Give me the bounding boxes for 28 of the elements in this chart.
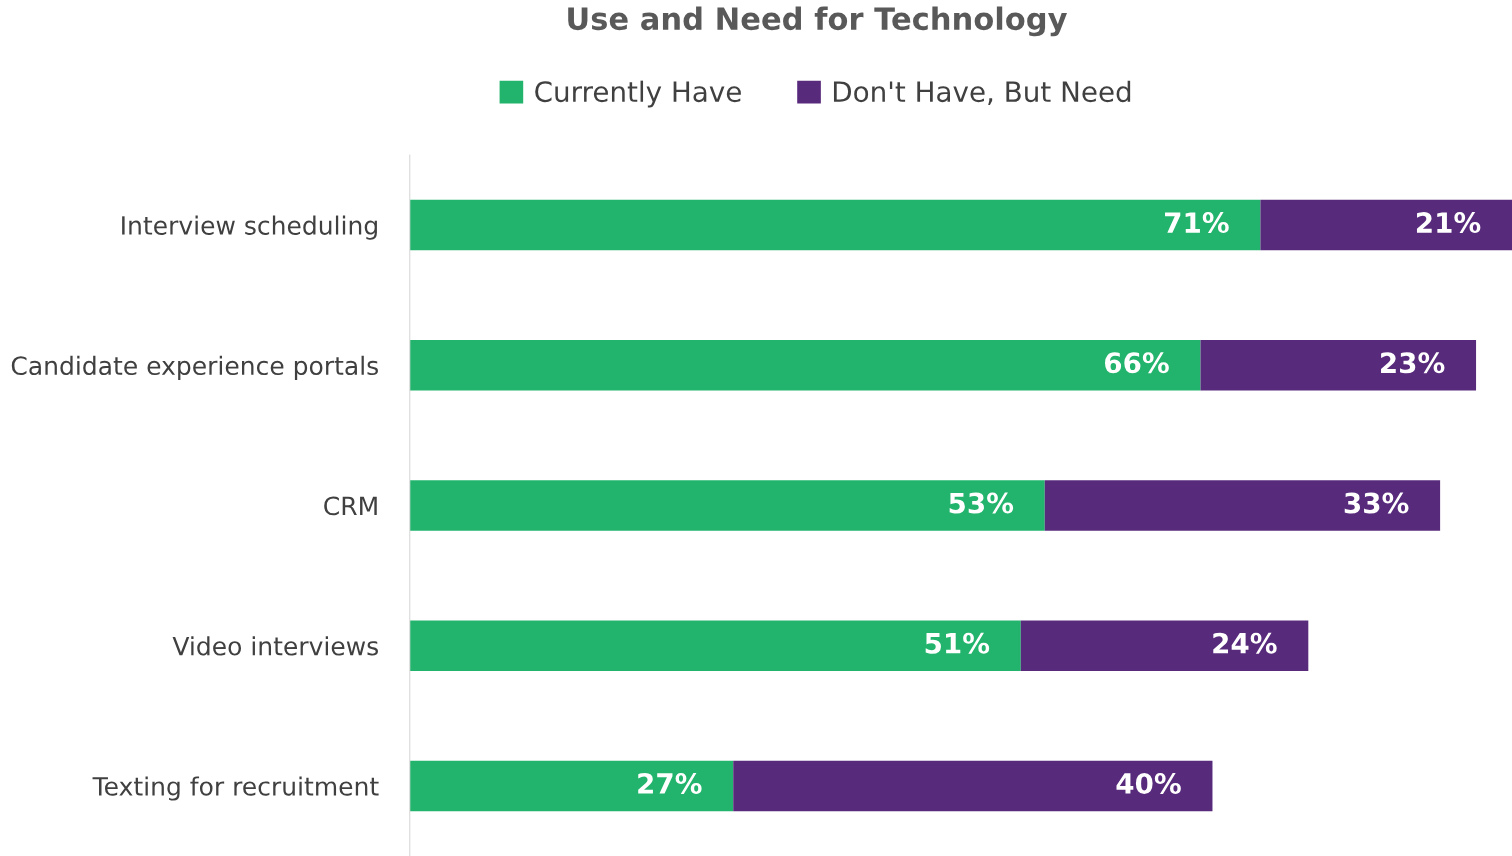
bar [1260, 199, 1512, 251]
data-label: 33% [1344, 492, 1409, 514]
bar [409, 620, 1021, 671]
data-label: 66% [1105, 352, 1169, 374]
bar [1044, 480, 1441, 531]
y-tick-label: Interview scheduling [122, 215, 377, 240]
bar [733, 760, 1213, 812]
y-tick-label: Video interviews [172, 636, 378, 656]
legend-label: Don't Have, But Need [833, 80, 1131, 105]
bar [409, 340, 1201, 391]
legend-label: Currently Have [535, 80, 741, 108]
data-label: 27% [638, 772, 702, 794]
data-label: 53% [949, 492, 1014, 514]
bar [1020, 620, 1309, 671]
y-tick-label: CRM [324, 496, 377, 516]
bar [1200, 340, 1477, 391]
data-label: 21% [1416, 212, 1481, 234]
bar [409, 199, 1261, 251]
chart-title: Use and Need for Technology [568, 6, 1067, 37]
data-label: 40% [1116, 772, 1181, 794]
data-label: 24% [1213, 632, 1277, 654]
y-tick-label: Texting for recruitment [92, 776, 379, 801]
y-tick-label: Candidate experience portals [11, 355, 378, 380]
data-label: 71% [1165, 212, 1229, 234]
data-label: 23% [1381, 352, 1445, 374]
bar [409, 480, 1045, 531]
data-label: 51% [925, 632, 990, 654]
bar [409, 760, 734, 812]
